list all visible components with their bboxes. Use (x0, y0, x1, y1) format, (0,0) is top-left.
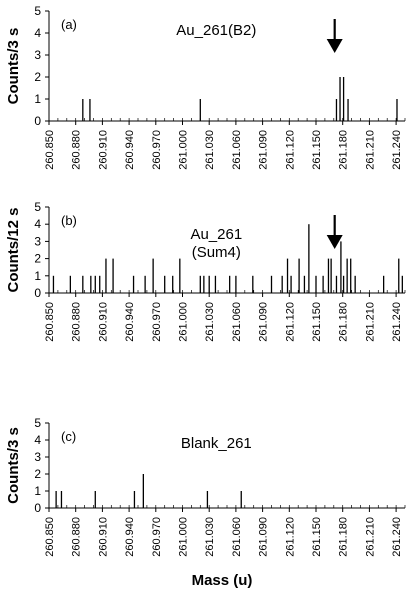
x-tick-label: 260.910 (97, 130, 109, 170)
y-tick-label: 0 (34, 501, 41, 515)
x-tick-label: 261.240 (391, 517, 403, 557)
x-tick-label: 260.970 (151, 517, 163, 557)
x-tick-label: 260.880 (71, 517, 83, 557)
x-tick-label: 261.180 (338, 302, 350, 342)
x-tick-label: 261.120 (284, 302, 296, 342)
y-tick-label: 3 (34, 234, 41, 248)
x-tick-label: 261.210 (364, 130, 376, 170)
x-tick-label: 261.180 (338, 517, 350, 557)
x-axis-label: Mass (u) (192, 572, 253, 589)
y-tick-label: 0 (34, 114, 41, 128)
y-tick-label: 4 (34, 217, 41, 231)
y-tick-label: 1 (34, 484, 41, 498)
y-tick-label: 2 (34, 70, 41, 84)
panel-title: Au_261 (190, 226, 242, 243)
x-tick-label: 260.910 (97, 517, 109, 557)
x-tick-label: 261.210 (364, 302, 376, 342)
x-tick-label: 261.030 (204, 517, 216, 557)
x-tick-label: 261.000 (178, 302, 190, 342)
x-tick-label: 261.180 (338, 130, 350, 170)
x-tick-label: 261.000 (178, 517, 190, 557)
panel-title: Blank_261 (181, 435, 252, 452)
panel-1: 0 1 2 3 4 5 260.850 260.880 260.910 260.940 260.97… (5, 4, 406, 170)
x-tick-label: 260.910 (97, 302, 109, 342)
x-tick-label: 261.240 (391, 130, 403, 170)
y-tick-label: 1 (34, 92, 41, 106)
y-axis-label: Counts/12 s (5, 207, 22, 292)
x-tick-label: 261.210 (364, 517, 376, 557)
x-tick-label: 261.150 (311, 517, 323, 557)
y-tick-label: 4 (34, 26, 41, 40)
panel-2: 0 1 2 3 4 5 260.850 260.880 260.910 260.940 260.97… (5, 200, 406, 342)
x-tick-label: 261.030 (204, 302, 216, 342)
y-axis-label: Counts/3 s (5, 28, 22, 105)
y-tick-label: 4 (34, 433, 41, 447)
panel-3: 0 1 2 3 4 5 260.850 260.880 260.910 260.940 260.97… (5, 416, 406, 589)
x-tick-label: 261.060 (231, 302, 243, 342)
x-tick-label: 261.060 (231, 130, 243, 170)
y-tick-label: 3 (34, 450, 41, 464)
x-tick-label: 261.090 (258, 517, 270, 557)
panel-label: (b) (61, 213, 77, 228)
x-tick-label: 260.940 (124, 517, 136, 557)
x-tick-label: 261.150 (311, 302, 323, 342)
x-tick-label: 260.970 (151, 130, 163, 170)
panel-label: (a) (61, 17, 77, 32)
x-tick-label: 260.940 (124, 302, 136, 342)
x-tick-label: 261.090 (258, 130, 270, 170)
x-tick-label: 261.240 (391, 302, 403, 342)
y-tick-label: 0 (34, 286, 41, 300)
x-tick-label: 261.150 (311, 130, 323, 170)
x-tick-label: 261.030 (204, 130, 216, 170)
panel-label: (c) (61, 429, 76, 444)
y-tick-label: 2 (34, 252, 41, 266)
x-tick-label: 261.000 (178, 130, 190, 170)
x-tick-label: 261.090 (258, 302, 270, 342)
y-tick-label: 2 (34, 467, 41, 481)
x-tick-label: 260.850 (44, 517, 56, 557)
x-tick-label: 260.880 (71, 130, 83, 170)
x-tick-label: 260.850 (44, 302, 56, 342)
arrow-head (326, 235, 343, 249)
y-tick-label: 3 (34, 48, 41, 62)
x-tick-label: 261.120 (284, 130, 296, 170)
y-tick-label: 5 (34, 200, 41, 214)
y-tick-label: 1 (34, 269, 41, 283)
x-tick-label: 261.060 (231, 517, 243, 557)
y-tick-label: 5 (34, 4, 41, 18)
x-tick-label: 261.120 (284, 517, 296, 557)
x-tick-label: 260.880 (71, 302, 83, 342)
y-axis-label: Counts/3 s (5, 427, 22, 504)
y-tick-label: 5 (34, 416, 41, 430)
x-tick-label: 260.850 (44, 130, 56, 170)
arrow-head (326, 39, 343, 53)
panel-subtitle: (Sum4) (192, 244, 241, 261)
x-tick-label: 260.970 (151, 302, 163, 342)
panel-title: Au_261(B2) (176, 22, 256, 39)
x-tick-label: 260.940 (124, 130, 136, 170)
